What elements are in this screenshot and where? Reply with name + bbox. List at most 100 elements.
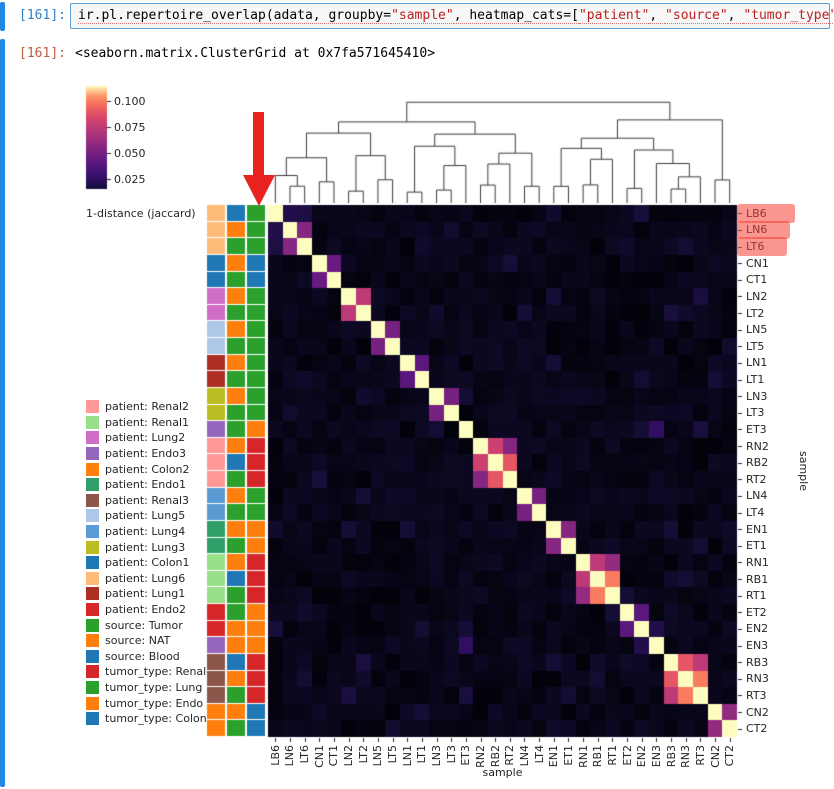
row-label: RB1 [746, 572, 769, 586]
row-label: LT5 [746, 339, 765, 353]
legend-label: patient: Lung3 [105, 540, 186, 554]
legend-item: patient: Lung5 [86, 508, 207, 524]
row-label: LN2 [746, 289, 768, 303]
legend-label: patient: Lung1 [105, 587, 186, 601]
row-label: RN1 [746, 555, 769, 569]
legend-swatch [86, 431, 99, 445]
legend-item: patient: Endo1 [86, 477, 207, 493]
legend-item: patient: Colon2 [86, 461, 207, 477]
legend-item: patient: Renal2 [86, 399, 207, 415]
legend-item: tumor_type: Colon [86, 711, 207, 727]
legend-item: patient: Renal1 [86, 415, 207, 431]
legend-label: patient: Renal1 [105, 415, 190, 429]
annotation-highlight-LT6 [737, 237, 787, 256]
y-axis-label: sample [797, 451, 810, 491]
legend-item: tumor_type: Lung [86, 680, 207, 696]
legend-swatch [86, 696, 99, 710]
legend-label: tumor_type: Renal [105, 665, 207, 679]
legend-swatch [86, 447, 99, 461]
row-label: EN3 [746, 639, 769, 653]
legend-label: patient: Lung6 [105, 571, 186, 585]
legend-swatch [86, 649, 99, 663]
annotation-arrow-shaft [253, 112, 264, 176]
legend-swatch [86, 540, 99, 554]
colorbar-tick-label: 0.100 [114, 95, 146, 108]
row-label: RT1 [746, 589, 767, 603]
annotation-highlight-LN6 [737, 220, 790, 240]
legend-label: tumor_type: Colon [105, 712, 207, 726]
row-label: EN1 [746, 522, 769, 536]
legend-label: patient: Lung5 [105, 509, 186, 523]
row-label: EN2 [746, 622, 769, 636]
row-label: RB3 [746, 655, 769, 669]
legend-label: tumor_type: Lung [105, 680, 203, 694]
legend-item: patient: Endo3 [86, 446, 207, 462]
legend-swatch [86, 665, 99, 679]
row-label: RN2 [746, 439, 769, 453]
legend-swatch [86, 556, 99, 570]
legend-label: source: Tumor [105, 618, 183, 632]
legend-label: patient: Endo3 [105, 447, 186, 461]
row-label: LT4 [746, 506, 765, 520]
colorbar-tick-label: 0.075 [114, 121, 146, 134]
row-label: RT3 [746, 688, 767, 702]
row-label: RB2 [746, 456, 769, 470]
annotation-arrow-icon [243, 175, 275, 206]
legend-item: patient: Renal3 [86, 493, 207, 509]
legend-swatch [86, 618, 99, 632]
legend-label: patient: Lung2 [105, 431, 186, 445]
legend-swatch [86, 462, 99, 476]
legend-label: patient: Colon1 [105, 556, 190, 570]
row-label: LT2 [746, 306, 765, 320]
row-label: LN5 [746, 323, 768, 337]
legend-item: patient: Lung6 [86, 571, 207, 587]
row-label: ET2 [746, 605, 767, 619]
legend-item: patient: Endo2 [86, 602, 207, 618]
legend-item: source: Blood [86, 649, 207, 665]
legend-item: patient: Colon1 [86, 555, 207, 571]
row-label: CN1 [746, 256, 769, 270]
legend-label: patient: Endo2 [105, 603, 186, 617]
legend-label: source: NAT [105, 634, 171, 648]
legend-swatch [86, 525, 99, 539]
legend-swatch [86, 478, 99, 492]
legend-label: patient: Renal3 [105, 493, 190, 507]
legend-swatch [86, 680, 99, 694]
legend-label: source: Blood [105, 649, 180, 663]
legend-item: tumor_type: Endo [86, 695, 207, 711]
row-label: LN1 [746, 356, 768, 370]
legend-label: patient: Endo1 [105, 478, 186, 492]
legend-item: patient: Lung1 [86, 586, 207, 602]
legend-item: patient: Lung3 [86, 539, 207, 555]
legend-item: patient: Lung4 [86, 524, 207, 540]
legend-swatch [86, 587, 99, 601]
row-label: CT1 [746, 273, 768, 287]
legend: patient: Renal2 patient: Renal1 patient: L… [86, 399, 207, 726]
legend-label: patient: Colon2 [105, 462, 190, 476]
legend-label: patient: Renal2 [105, 400, 190, 414]
legend-item: source: NAT [86, 633, 207, 649]
legend-swatch [86, 400, 99, 414]
legend-swatch [86, 493, 99, 507]
annotation-highlight-LB6 [737, 204, 795, 223]
legend-item: source: Tumor [86, 617, 207, 633]
legend-swatch [86, 415, 99, 429]
colorbar-tick-label: 0.050 [114, 147, 146, 160]
row-label: ET1 [746, 539, 767, 553]
colorbar-label: 1-distance (jaccard) [86, 207, 196, 220]
legend-swatch [86, 603, 99, 617]
row-label: ET3 [746, 422, 767, 436]
x-axis-label: sample [482, 766, 523, 779]
row-label: RT2 [746, 472, 767, 486]
legend-swatch [86, 712, 99, 726]
legend-label: tumor_type: Endo [105, 696, 204, 710]
row-label: LT3 [746, 406, 765, 420]
row-label: CT2 [746, 722, 768, 736]
row-label: LN4 [746, 489, 768, 503]
legend-label: patient: Lung4 [105, 525, 186, 539]
row-label: CN2 [746, 705, 769, 719]
legend-item: tumor_type: Renal [86, 664, 207, 680]
legend-swatch [86, 571, 99, 585]
